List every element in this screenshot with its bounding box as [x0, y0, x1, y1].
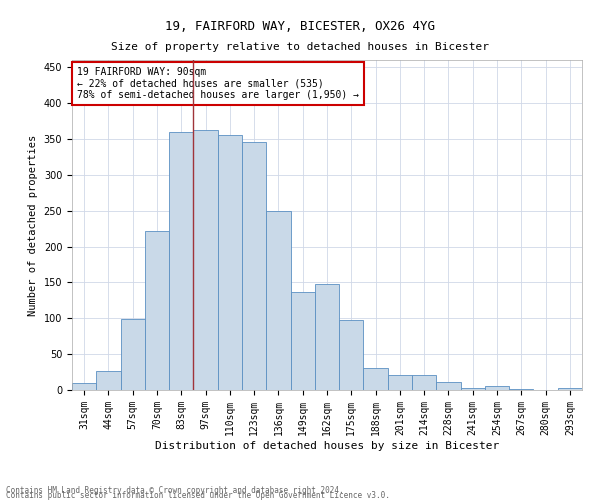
Bar — [266, 212, 290, 390]
Bar — [364, 368, 388, 390]
Bar — [290, 292, 315, 390]
Bar — [242, 142, 266, 390]
Bar — [558, 388, 582, 390]
Bar — [218, 136, 242, 390]
Bar — [169, 132, 193, 390]
Text: Contains public sector information licensed under the Open Government Licence v3: Contains public sector information licen… — [6, 491, 390, 500]
X-axis label: Distribution of detached houses by size in Bicester: Distribution of detached houses by size … — [155, 440, 499, 450]
Text: 19 FAIRFORD WAY: 90sqm
← 22% of detached houses are smaller (535)
78% of semi-de: 19 FAIRFORD WAY: 90sqm ← 22% of detached… — [77, 66, 359, 100]
Text: 19, FAIRFORD WAY, BICESTER, OX26 4YG: 19, FAIRFORD WAY, BICESTER, OX26 4YG — [165, 20, 435, 33]
Bar — [96, 372, 121, 390]
Bar — [461, 388, 485, 390]
Text: Size of property relative to detached houses in Bicester: Size of property relative to detached ho… — [111, 42, 489, 52]
Bar — [145, 232, 169, 390]
Bar — [315, 284, 339, 390]
Bar — [436, 382, 461, 390]
Y-axis label: Number of detached properties: Number of detached properties — [28, 134, 38, 316]
Bar — [388, 375, 412, 390]
Bar — [72, 383, 96, 390]
Bar — [121, 319, 145, 390]
Bar — [485, 386, 509, 390]
Bar — [193, 130, 218, 390]
Bar — [339, 320, 364, 390]
Text: Contains HM Land Registry data © Crown copyright and database right 2024.: Contains HM Land Registry data © Crown c… — [6, 486, 344, 495]
Bar — [412, 375, 436, 390]
